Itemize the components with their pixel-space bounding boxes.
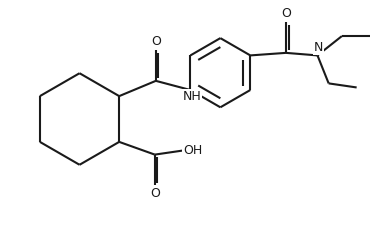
Text: NH: NH (183, 90, 201, 103)
Text: O: O (151, 35, 161, 48)
Text: OH: OH (183, 144, 203, 157)
Text: O: O (281, 7, 291, 20)
Text: N: N (314, 41, 323, 54)
Text: O: O (150, 187, 160, 200)
